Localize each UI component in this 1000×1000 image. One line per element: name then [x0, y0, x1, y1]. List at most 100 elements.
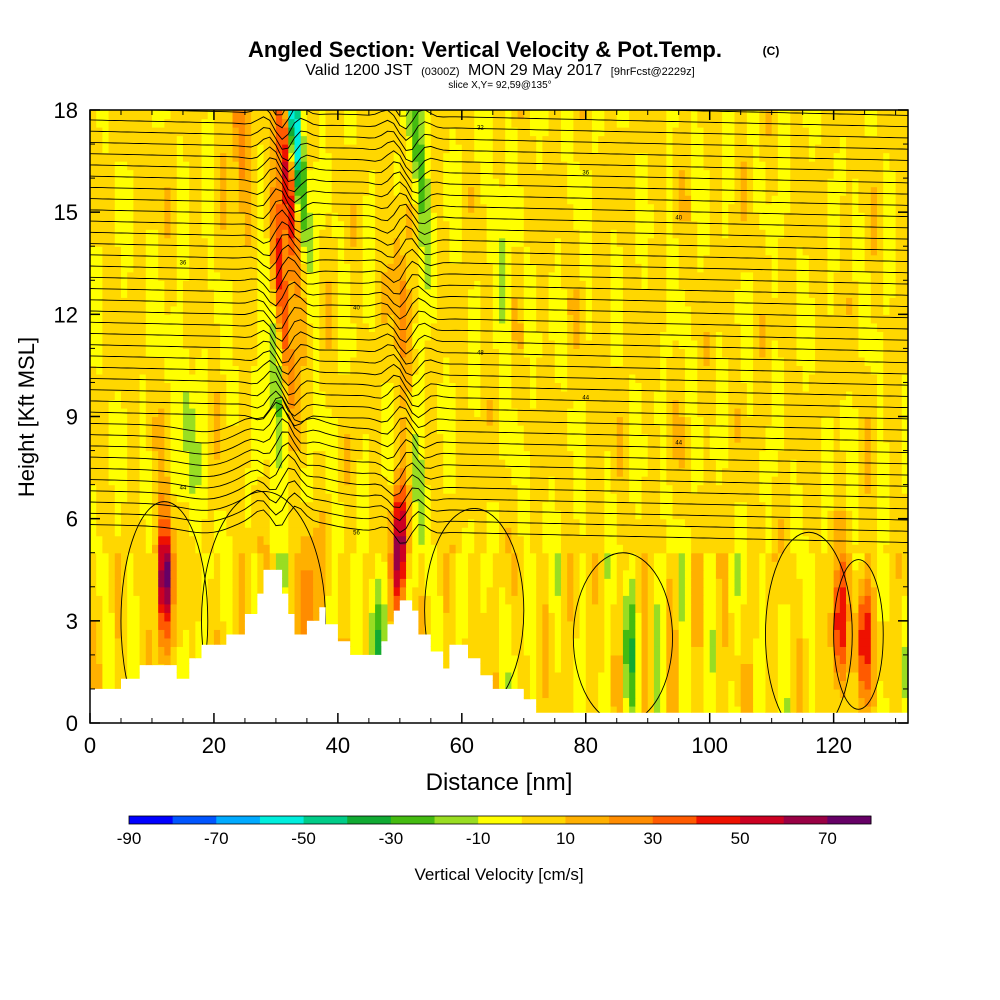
velocity-cell — [158, 654, 172, 664]
velocity-cell — [399, 416, 407, 426]
velocity-cell — [765, 510, 773, 520]
velocity-cell — [288, 416, 302, 426]
velocity-cell — [251, 161, 258, 171]
velocity-cell — [170, 212, 178, 222]
velocity-cell — [548, 331, 568, 341]
velocity-cell — [158, 246, 178, 256]
velocity-cell — [207, 254, 215, 264]
velocity-cell — [622, 637, 630, 647]
velocity-cell — [399, 305, 407, 315]
velocity-cell — [430, 220, 438, 230]
velocity-cell — [684, 348, 698, 358]
velocity-cell — [238, 127, 246, 137]
velocity-cell — [877, 433, 884, 443]
velocity-cell — [846, 544, 878, 554]
velocity-cell — [108, 578, 116, 588]
velocity-cell — [406, 144, 413, 154]
velocity-cell — [666, 186, 674, 196]
velocity-cell — [610, 314, 624, 324]
velocity-cell — [579, 263, 593, 273]
velocity-cell — [839, 399, 853, 409]
velocity-cell — [325, 314, 333, 324]
velocity-cell — [746, 186, 754, 196]
velocity-cell — [158, 407, 165, 418]
velocity-cell — [418, 365, 426, 375]
velocity-cell — [622, 348, 661, 358]
velocity-cell — [430, 178, 444, 188]
velocity-cell — [145, 637, 153, 647]
velocity-cell — [808, 263, 829, 273]
velocity-cell — [213, 144, 234, 154]
velocity-cell — [629, 654, 636, 664]
contour-label: 44 — [675, 440, 682, 446]
velocity-cell — [858, 671, 872, 682]
velocity-cell — [170, 459, 190, 469]
velocity-cell — [536, 569, 550, 579]
velocity-cell — [678, 705, 692, 713]
isentrope-line — [90, 359, 908, 388]
velocity-cell — [846, 663, 860, 673]
velocity-cell — [821, 459, 835, 469]
velocity-cell — [808, 654, 816, 664]
velocity-cell — [468, 297, 482, 307]
velocity-cell — [728, 705, 742, 713]
velocity-cell — [176, 178, 190, 188]
velocity-cell — [443, 433, 457, 443]
velocity-cell — [480, 186, 525, 196]
velocity-cell — [610, 637, 624, 647]
velocity-cell — [622, 433, 630, 443]
velocity-cell — [877, 322, 908, 332]
velocity-cell — [542, 671, 550, 682]
velocity-cell — [740, 646, 754, 656]
velocity-cell — [325, 510, 333, 520]
velocity-cell — [827, 544, 835, 554]
velocity-cell — [846, 552, 853, 562]
velocity-cell — [864, 237, 872, 247]
velocity-cell — [846, 680, 860, 690]
velocity-cell — [691, 654, 705, 664]
velocity-cell — [406, 518, 413, 528]
velocity-cell — [406, 433, 413, 443]
velocity-cell — [238, 416, 252, 426]
velocity-cell — [511, 612, 525, 622]
velocity-cell — [251, 433, 277, 443]
velocity-cell — [610, 322, 624, 332]
velocity-cell — [560, 527, 581, 537]
velocity-cell — [889, 535, 908, 545]
velocity-cell — [257, 271, 271, 281]
velocity-cell — [182, 407, 196, 418]
velocity-cell — [108, 586, 116, 596]
velocity-cell — [883, 365, 908, 375]
velocity-cell — [207, 237, 215, 247]
velocity-cell — [703, 680, 717, 690]
velocity-cell — [536, 263, 556, 273]
velocity-cell — [226, 416, 240, 426]
velocity-cell — [765, 620, 779, 630]
velocity-cell — [771, 127, 779, 137]
velocity-cell — [796, 637, 804, 647]
velocity-cell — [306, 280, 320, 290]
velocity-cell — [622, 603, 630, 613]
velocity-cell — [864, 450, 872, 460]
velocity-cell — [90, 314, 103, 324]
velocity-cell — [331, 518, 345, 528]
velocity-cell — [213, 169, 221, 179]
velocity-cell — [889, 569, 897, 579]
velocity-cell — [622, 331, 661, 341]
velocity-cell — [765, 314, 798, 324]
velocity-cell — [647, 654, 655, 664]
velocity-cell — [585, 288, 593, 298]
velocity-cell — [499, 305, 506, 315]
velocity-cell — [424, 365, 444, 375]
velocity-cell — [746, 518, 767, 528]
velocity-cell — [784, 407, 841, 418]
velocity-cell — [251, 552, 258, 562]
velocity-cell — [895, 169, 908, 179]
velocity-cell — [877, 629, 903, 639]
velocity-cell — [560, 595, 568, 605]
velocity-cell — [127, 646, 141, 656]
velocity-cell — [740, 407, 748, 418]
velocity-cell — [846, 671, 860, 682]
velocity-cell — [734, 135, 748, 145]
velocity-cell — [108, 127, 203, 137]
